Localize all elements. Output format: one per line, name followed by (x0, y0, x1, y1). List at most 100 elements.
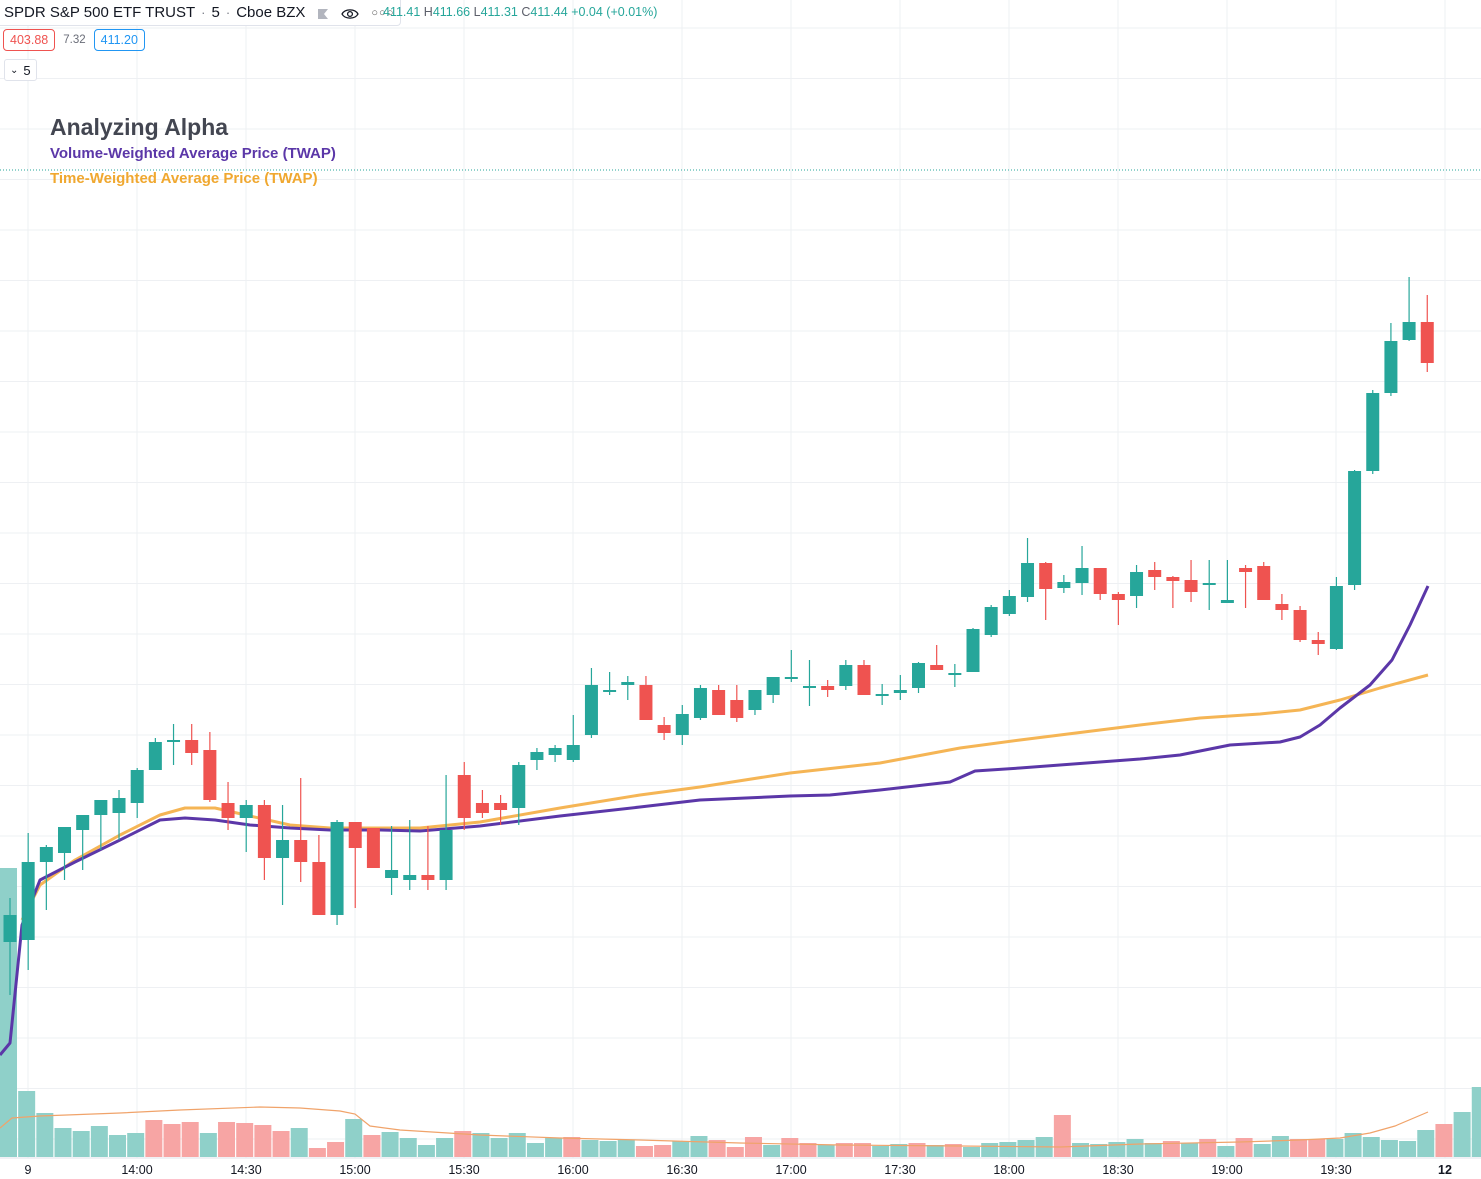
candle-body (584, 685, 598, 735)
candle-body (1039, 563, 1053, 589)
candle-body (1366, 393, 1380, 471)
sell-price-button[interactable]: 403.88 (3, 29, 56, 51)
candle-body (403, 875, 417, 880)
volume-bar (545, 1138, 563, 1157)
volume-bar (1199, 1139, 1217, 1157)
candle-body (730, 700, 744, 718)
volume-bar (1326, 1139, 1344, 1157)
volume-bar (781, 1138, 799, 1157)
candle-body (802, 686, 816, 688)
candle-body (766, 677, 780, 695)
volume-bar (363, 1135, 381, 1157)
indicator-count: 5 (23, 62, 31, 78)
more-options-icon[interactable]: ○○○ (371, 6, 395, 19)
volume-bar (181, 1122, 199, 1157)
candle-body (930, 665, 944, 670)
annotation-title: Analyzing Alpha (50, 114, 229, 140)
candle-body (821, 686, 835, 690)
collapse-indicators-button[interactable]: ⌄ 5 (4, 59, 37, 81)
time-axis-label: 15:30 (448, 1163, 480, 1177)
volume-bar (526, 1143, 544, 1157)
volume-bar (817, 1145, 835, 1157)
spread-value: 7.32 (63, 34, 86, 46)
candle-body (148, 742, 162, 770)
candle-body (239, 805, 253, 818)
volume-bar (109, 1135, 127, 1157)
volume-bar (454, 1131, 472, 1157)
volume-bar (726, 1147, 744, 1157)
volume-bar (926, 1145, 944, 1157)
candle-body (257, 805, 271, 858)
volume-bar (436, 1138, 454, 1157)
interval-label[interactable]: 5 (211, 4, 220, 21)
volume-bar (54, 1128, 72, 1157)
time-axis-label: 19:30 (1320, 1163, 1352, 1177)
volume-bar (472, 1133, 490, 1157)
candle-body (1420, 322, 1434, 363)
time-axis-label: 14:30 (230, 1163, 262, 1177)
candle-body (312, 862, 326, 915)
volume-bar (690, 1136, 708, 1157)
candle-body (58, 827, 72, 853)
eye-icon[interactable] (341, 7, 360, 19)
candle-body (948, 673, 962, 675)
volume-bar (763, 1145, 781, 1157)
volume-bar (199, 1133, 217, 1157)
volume-bar (399, 1138, 417, 1157)
chevron-down-icon: ⌄ (10, 64, 19, 76)
time-axis-label: 14:00 (121, 1163, 153, 1177)
volume-bar (708, 1140, 726, 1157)
volume-bar (999, 1142, 1017, 1157)
flag-icon[interactable] (317, 7, 329, 19)
candle-body (1148, 570, 1162, 577)
candle-body (130, 770, 144, 803)
buy-price-button[interactable]: 411.20 (93, 29, 145, 51)
candle-body (1348, 471, 1362, 585)
candle-body (1202, 583, 1216, 585)
candle-body (112, 798, 126, 813)
candle-body (221, 803, 235, 818)
volume-bar (1090, 1144, 1108, 1157)
time-axis-label: 16:30 (666, 1163, 698, 1177)
candle-body (712, 690, 726, 715)
time-axis-label: 15:00 (339, 1163, 371, 1177)
volume-bar (254, 1125, 272, 1157)
twap-legend-label: Time-Weighted Average Price (TWAP) (50, 170, 318, 187)
volume-bar (835, 1143, 853, 1157)
candle-body (639, 685, 653, 720)
volume-bar (1380, 1140, 1398, 1157)
volume-bar (508, 1133, 526, 1157)
candle-body (984, 607, 998, 635)
symbol-legend[interactable]: SPDR S&P 500 ETF TRUST · 5 · Cboe BZX ○○… (0, 0, 402, 26)
time-axis-label: 9 (24, 1163, 32, 1177)
candle-body (566, 745, 580, 760)
volume-bar (890, 1144, 908, 1157)
candle-body (1384, 341, 1398, 393)
candle-body (621, 682, 635, 685)
time-axis-label: 18:30 (1102, 1163, 1134, 1177)
vwap-legend-label: Volume-Weighted Average Price (TWAP) (50, 145, 336, 162)
volume-bar (853, 1143, 871, 1157)
volume-bar (345, 1119, 363, 1157)
change-value: +0.04 (+0.01%) (571, 5, 658, 19)
volume-bar (563, 1137, 581, 1157)
candle-body (330, 822, 344, 915)
candle-body (1093, 568, 1107, 594)
candle-body (784, 677, 798, 679)
volume-bar (308, 1148, 326, 1157)
candle-body (693, 688, 707, 718)
candle-body (276, 840, 290, 858)
symbol-title[interactable]: SPDR S&P 500 ETF TRUST (4, 4, 196, 21)
candle-body (1329, 586, 1343, 649)
volume-bar (635, 1146, 653, 1157)
candle-body (185, 740, 199, 753)
candle-body (657, 725, 671, 733)
volume-bar (672, 1141, 690, 1157)
volume-bar (1217, 1146, 1235, 1157)
candle-body (1257, 566, 1271, 600)
time-axis-label: 19:00 (1211, 1163, 1243, 1177)
candle-body (1184, 580, 1198, 592)
chart-annotation: Analyzing Alpha Volume-Weighted Average … (50, 113, 336, 191)
volume-bar (908, 1143, 926, 1157)
